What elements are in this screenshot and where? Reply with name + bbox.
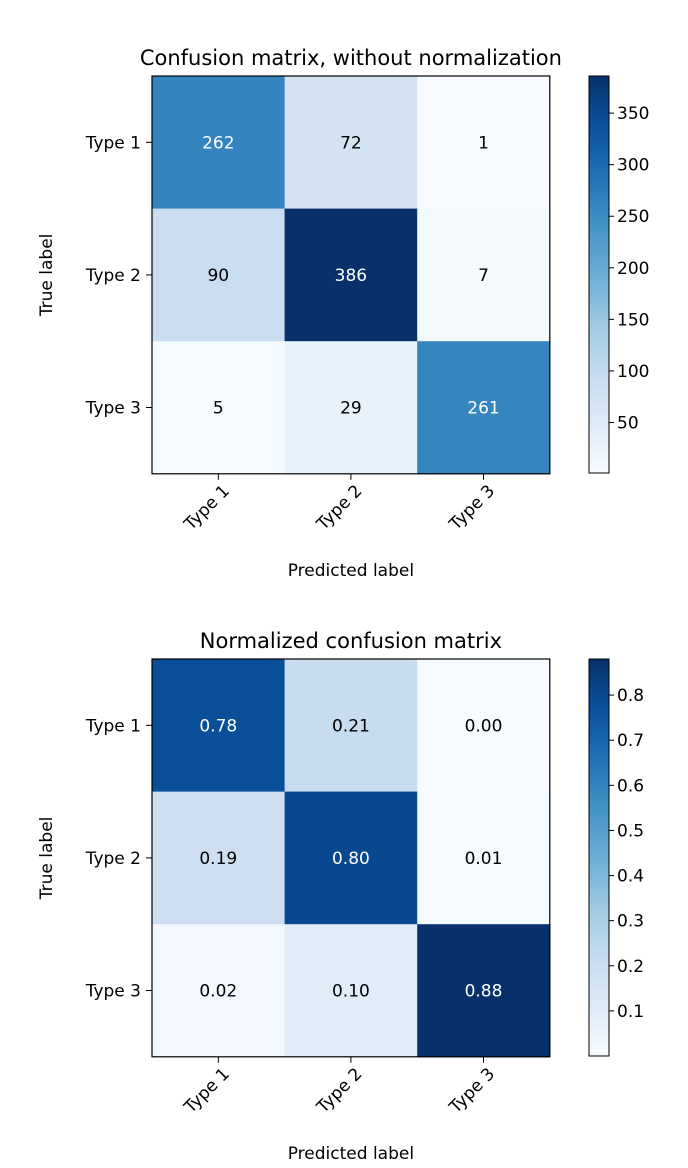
confusion-matrix-panel: Confusion matrix, without normalization 2… — [37, 46, 649, 581]
y-tick-label: Type 1 — [85, 716, 141, 736]
x-tick-label: Type 3 — [445, 481, 499, 535]
heatmap-cell — [152, 341, 286, 475]
colorbar-tick-label: 0.1 — [617, 1002, 644, 1022]
cell-value-label: 0.80 — [332, 849, 370, 869]
colorbar-tick-label: 0.8 — [617, 686, 644, 706]
y-tick-label: Type 3 — [85, 982, 141, 1002]
colorbar-tick-label: 250 — [617, 207, 649, 227]
cell-value-label: 0.21 — [332, 716, 370, 736]
x-tick-label: Type 1 — [180, 481, 234, 535]
x-tick-label: Type 2 — [312, 1064, 366, 1118]
x-axis-label: Predicted label — [288, 1144, 414, 1164]
heatmap-cell — [284, 924, 418, 1058]
x-tick-label: Type 3 — [445, 1064, 499, 1118]
cell-value-label: 0.88 — [465, 982, 503, 1002]
colorbar-tick-label: 350 — [617, 104, 649, 124]
cell-value-label: 7 — [478, 266, 489, 286]
colorbar-tick-label: 100 — [617, 362, 649, 382]
colorbar-tick-label: 150 — [617, 310, 649, 330]
colorbar-tick-label: 300 — [617, 156, 649, 176]
heatmap-cell — [417, 791, 551, 925]
heatmap-cell — [152, 208, 286, 342]
heatmap-cell — [417, 76, 551, 210]
heatmap-cell — [152, 76, 286, 210]
heatmap-cell — [284, 659, 418, 793]
chart-title: Confusion matrix, without normalization — [140, 46, 562, 70]
chart-title: Normalized confusion matrix — [200, 629, 502, 653]
heatmap-cell — [284, 76, 418, 210]
y-axis-label: True label — [37, 234, 57, 318]
heatmap-cell — [284, 341, 418, 475]
colorbar — [588, 75, 610, 474]
cell-value-label: 1 — [478, 133, 489, 153]
colorbar-tick-label: 0.4 — [617, 867, 644, 887]
heatmap-cell — [417, 659, 551, 793]
heatmap-cell — [284, 208, 418, 342]
heatmap-cell — [417, 341, 551, 475]
colorbar-tick-label: 200 — [617, 259, 649, 279]
cell-value-label: 0.01 — [465, 849, 503, 869]
heatmap-cell — [284, 791, 418, 925]
colorbar-tick-label: 0.5 — [617, 821, 644, 841]
cell-value-label: 0.19 — [199, 849, 237, 869]
y-axis-label: True label — [37, 817, 57, 901]
cell-value-label: 0.10 — [332, 982, 370, 1002]
y-tick-label: Type 3 — [85, 399, 141, 419]
cell-value-label: 262 — [202, 133, 234, 153]
x-tick-label: Type 2 — [312, 481, 366, 535]
cell-value-label: 90 — [207, 266, 229, 286]
colorbar-tick-label: 0.2 — [617, 957, 644, 977]
colorbar-tick-label: 0.6 — [617, 776, 644, 796]
cell-value-label: 72 — [340, 133, 362, 153]
cell-value-label: 386 — [335, 266, 367, 286]
heatmap-cell — [152, 659, 286, 793]
heatmap-cell — [417, 924, 551, 1058]
cell-value-label: 0.02 — [199, 982, 237, 1002]
y-tick-label: Type 2 — [85, 266, 141, 286]
heatmap-cell — [417, 208, 551, 342]
heatmap-cell — [152, 924, 286, 1058]
cell-value-label: 29 — [340, 399, 362, 419]
heatmap-cell — [152, 791, 286, 925]
colorbar — [588, 658, 610, 1057]
colorbar-tick-label: 0.3 — [617, 912, 644, 932]
x-tick-label: Type 1 — [180, 1064, 234, 1118]
cell-value-label: 5 — [213, 399, 224, 419]
cell-value-label: 0.00 — [465, 716, 503, 736]
cell-value-label: 0.78 — [199, 716, 237, 736]
y-tick-label: Type 2 — [85, 849, 141, 869]
colorbar-tick-label: 50 — [617, 413, 639, 433]
y-tick-label: Type 1 — [85, 133, 141, 153]
confusion-matrix-panel: Normalized confusion matrix 0.78 0.21 0.00 0… — [37, 629, 644, 1164]
colorbar-tick-label: 0.7 — [617, 731, 644, 751]
cell-value-label: 261 — [467, 399, 499, 419]
x-axis-label: Predicted label — [288, 561, 414, 581]
